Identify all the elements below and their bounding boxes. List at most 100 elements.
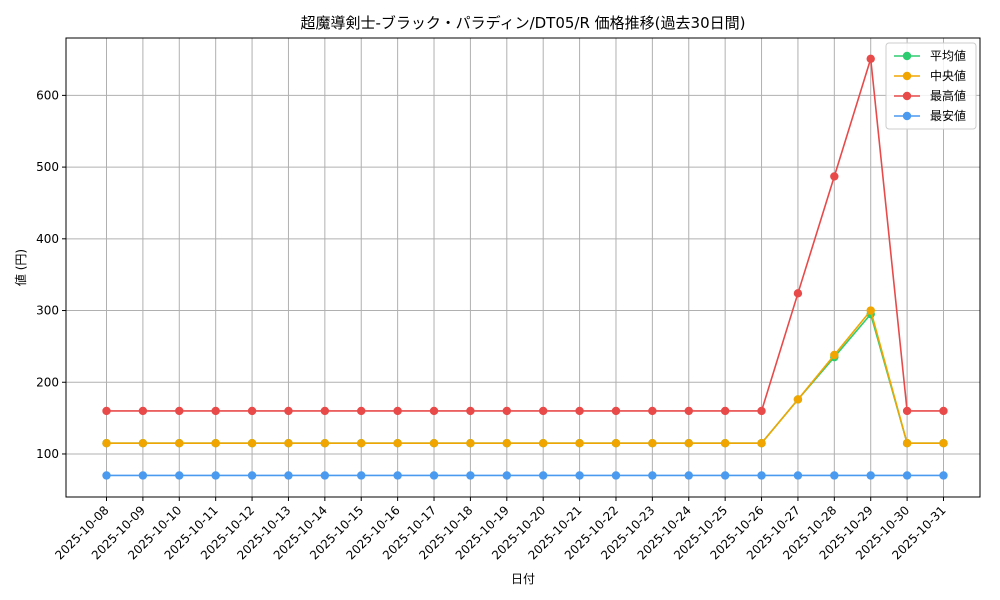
series-0 — [102, 309, 948, 448]
data-point — [757, 439, 766, 448]
data-point — [502, 406, 512, 416]
data-point — [357, 439, 366, 448]
series-line — [106, 58, 944, 412]
data-point — [830, 471, 839, 480]
legend-marker — [902, 111, 912, 121]
data-point — [902, 439, 912, 448]
data-point — [247, 471, 257, 480]
data-point — [866, 471, 875, 480]
data-point — [138, 439, 148, 448]
data-point — [648, 471, 657, 480]
y-tick-label: 200 — [36, 375, 59, 389]
y-tick-label: 100 — [36, 447, 59, 461]
y-tick-label: 500 — [36, 160, 59, 174]
data-point — [538, 471, 548, 480]
data-point — [684, 406, 693, 416]
data-point — [684, 471, 693, 480]
series-3 — [102, 471, 948, 480]
data-point — [247, 439, 257, 448]
series-2 — [102, 54, 948, 416]
data-point — [247, 406, 257, 416]
data-point — [175, 471, 184, 480]
x-axis-ticks: 2025-10-082025-10-092025-10-102025-10-11… — [52, 497, 949, 562]
data-point — [720, 406, 730, 416]
legend-label: 最安値 — [930, 108, 966, 123]
data-point — [393, 439, 402, 448]
data-point — [902, 406, 912, 416]
data-point — [357, 471, 366, 480]
data-point — [866, 54, 875, 63]
series-line — [106, 308, 944, 445]
data-point — [284, 406, 293, 416]
legend-label: 最高値 — [930, 88, 966, 103]
legend-marker — [902, 91, 912, 101]
data-point — [720, 439, 730, 448]
legend-item: 最高値 — [894, 88, 966, 103]
legend-item: 中央値 — [894, 68, 966, 83]
data-point — [939, 471, 948, 480]
series-line — [106, 312, 944, 445]
chart-title: 超魔導剣士-ブラック・パラディン/DT05/R 価格推移(過去30日間) — [301, 14, 746, 32]
y-axis-label: 値 (円) — [13, 249, 28, 286]
data-point — [102, 406, 111, 416]
data-point — [284, 439, 293, 448]
data-point — [611, 471, 621, 480]
legend-item: 平均値 — [894, 48, 966, 63]
data-point — [538, 439, 548, 448]
data-point — [648, 406, 657, 416]
data-point — [757, 406, 766, 416]
data-point — [793, 289, 803, 298]
data-point — [211, 406, 220, 416]
plot-frame — [65, 37, 981, 498]
data-point — [138, 471, 148, 480]
x-axis-label: 日付 — [511, 572, 535, 586]
data-point — [429, 471, 439, 480]
data-point — [575, 439, 584, 448]
data-point — [902, 471, 912, 480]
data-point — [429, 406, 439, 416]
data-point — [793, 471, 803, 480]
data-point — [575, 471, 584, 480]
data-point — [939, 439, 948, 448]
data-point — [466, 471, 475, 480]
y-tick-label: 400 — [36, 232, 59, 246]
series-layer — [102, 54, 948, 480]
data-point — [429, 439, 439, 448]
data-point — [939, 406, 948, 416]
data-point — [284, 471, 293, 480]
legend-label: 中央値 — [930, 68, 966, 83]
data-point — [175, 406, 184, 416]
y-tick-label: 600 — [36, 88, 59, 102]
data-point — [684, 439, 693, 448]
data-point — [648, 439, 657, 448]
y-tick-label: 300 — [36, 304, 59, 318]
data-point — [320, 471, 330, 480]
data-point — [320, 406, 330, 416]
data-point — [357, 406, 366, 416]
data-point — [138, 406, 148, 416]
data-point — [538, 406, 548, 416]
data-point — [211, 439, 220, 448]
data-point — [502, 439, 512, 448]
data-point — [720, 471, 730, 480]
data-point — [611, 439, 621, 448]
data-point — [320, 439, 330, 448]
data-point — [611, 406, 621, 416]
data-point — [175, 439, 184, 448]
data-point — [102, 471, 111, 480]
legend-label: 平均値 — [930, 48, 966, 63]
data-point — [466, 439, 475, 448]
data-point — [793, 395, 803, 404]
data-point — [393, 471, 402, 480]
data-point — [393, 406, 402, 416]
legend-marker — [902, 71, 912, 81]
series-1 — [102, 306, 948, 448]
data-point — [830, 172, 839, 181]
legend-box — [885, 42, 977, 130]
data-point — [866, 306, 875, 315]
data-point — [102, 439, 111, 448]
data-point — [466, 406, 475, 416]
data-point — [502, 471, 512, 480]
